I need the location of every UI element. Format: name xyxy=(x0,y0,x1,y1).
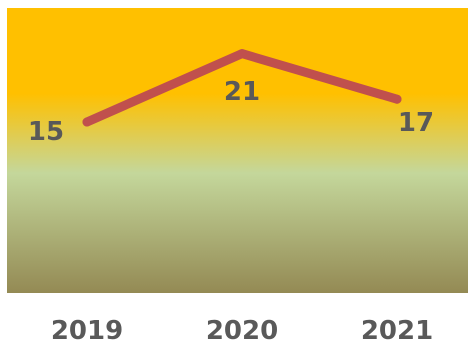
data-point-2020 xyxy=(237,49,247,59)
data-label-2019: 15 xyxy=(28,117,64,147)
data-point-2021 xyxy=(392,94,402,104)
x-tick-label-2021: 2021 xyxy=(361,316,433,343)
x-tick-label-2020: 2020 xyxy=(206,316,278,343)
data-label-2021: 17 xyxy=(398,108,434,138)
data-point-2019 xyxy=(82,117,92,127)
data-label-2020: 21 xyxy=(224,77,260,107)
x-tick-label-2019: 2019 xyxy=(51,316,123,343)
